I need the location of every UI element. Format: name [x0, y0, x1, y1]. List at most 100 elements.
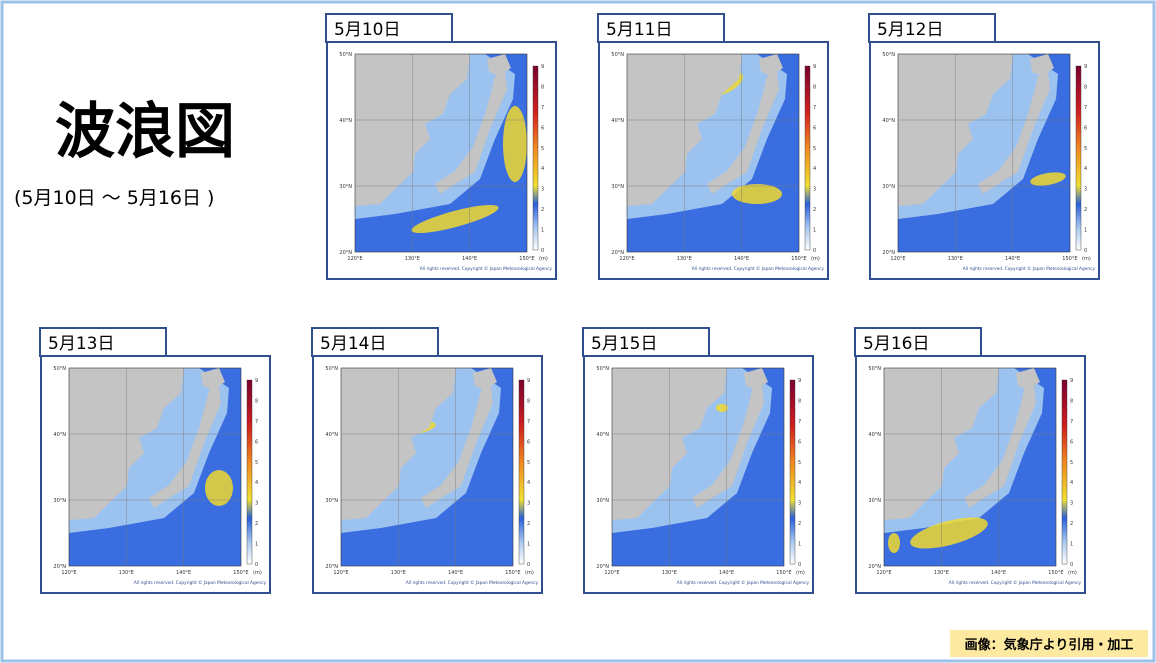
- high-wave-area: [205, 470, 233, 506]
- colorbar-label: 7: [1070, 419, 1073, 425]
- lon-label: 120°E: [619, 256, 634, 262]
- lat-label: 40°N: [53, 432, 66, 438]
- lon-label: 150°E: [791, 256, 806, 262]
- lat-label: 20°N: [868, 564, 881, 570]
- lon-label: 140°E: [991, 570, 1006, 576]
- high-wave-area: [732, 184, 782, 204]
- date-label: 5月13日: [48, 334, 114, 354]
- colorbar-label: 8: [1084, 84, 1087, 90]
- land: [692, 386, 764, 508]
- lon-label: 130°E: [662, 570, 677, 576]
- colorbar-label: 7: [813, 105, 816, 111]
- lon-label: 120°E: [890, 256, 905, 262]
- colorbar: [804, 65, 811, 251]
- unit: (m): [539, 256, 548, 262]
- map-border: [354, 53, 528, 253]
- colorbar-label: 7: [798, 419, 801, 425]
- colorbar-label: 4: [541, 166, 544, 172]
- colorbar-label: 9: [527, 378, 530, 384]
- lat-label: 40°N: [339, 118, 352, 124]
- lat-label: 40°N: [611, 118, 624, 124]
- colorbar-label: 1: [255, 542, 258, 548]
- colorbar-label: 3: [798, 501, 801, 507]
- lat-label: 30°N: [868, 498, 881, 504]
- colorbar-label: 1: [527, 542, 530, 548]
- lat-label: 40°N: [868, 432, 881, 438]
- colorbar-label: 6: [541, 125, 544, 131]
- colorbar-label: 7: [527, 419, 530, 425]
- map-border: [340, 367, 514, 567]
- high-wave-area: [888, 533, 900, 553]
- land: [964, 386, 1036, 508]
- lon-label: 140°E: [176, 570, 191, 576]
- colorbar-label: 2: [1070, 521, 1073, 527]
- colorbar-label: 6: [813, 125, 816, 131]
- copyright: All rights reserved. Copyright © Japan M…: [949, 579, 1082, 586]
- colorbar-label: 9: [813, 64, 816, 70]
- land: [707, 72, 779, 194]
- colorbar-label: 9: [255, 378, 258, 384]
- colorbar: [789, 379, 796, 565]
- copyright: All rights reserved. Copyright © Japan M…: [134, 579, 267, 586]
- lat-label: 20°N: [339, 250, 352, 256]
- colorbar-label: 2: [1084, 207, 1087, 213]
- credit: 画像：気象庁より引用・加工: [965, 637, 1134, 653]
- lat-label: 50°N: [53, 366, 66, 372]
- colorbar-label: 5: [813, 146, 816, 152]
- colorbar-label: 9: [1084, 64, 1087, 70]
- lon-label: 150°E: [519, 256, 534, 262]
- colorbar-label: 1: [798, 542, 801, 548]
- colorbar-label: 0: [813, 248, 816, 254]
- date-tab: [325, 13, 453, 43]
- colorbar: [532, 65, 539, 251]
- colorbar-label: 6: [1084, 125, 1087, 131]
- lon-label: 120°E: [347, 256, 362, 262]
- colorbar-label: 8: [798, 398, 801, 404]
- lon-label: 120°E: [604, 570, 619, 576]
- lat-label: 50°N: [339, 52, 352, 58]
- colorbar-label: 3: [255, 501, 258, 507]
- high-wave-area: [503, 106, 527, 182]
- land: [759, 54, 783, 76]
- colorbar-label: 4: [813, 166, 816, 172]
- high-wave-area: [716, 404, 728, 412]
- land: [473, 368, 497, 390]
- colorbar-label: 0: [255, 562, 258, 568]
- lon-label: 120°E: [61, 570, 76, 576]
- colorbar-label: 2: [527, 521, 530, 527]
- colorbar-label: 1: [541, 228, 544, 234]
- copyright: All rights reserved. Copyright © Japan M…: [406, 579, 539, 586]
- lon-label: 130°E: [405, 256, 420, 262]
- colorbar-label: 2: [813, 207, 816, 213]
- lat-label: 50°N: [611, 52, 624, 58]
- lon-label: 140°E: [719, 570, 734, 576]
- land: [1016, 368, 1040, 390]
- lon-label: 150°E: [1048, 570, 1063, 576]
- colorbar-label: 9: [541, 64, 544, 70]
- colorbar-label: 8: [541, 84, 544, 90]
- date-label: 5月12日: [877, 20, 943, 40]
- colorbar-label: 7: [1084, 105, 1087, 111]
- colorbar-label: 3: [1084, 187, 1087, 193]
- colorbar-label: 5: [1084, 146, 1087, 152]
- lat-label: 30°N: [596, 498, 609, 504]
- unit: (m): [811, 256, 820, 262]
- colorbar-label: 9: [1070, 378, 1073, 384]
- land: [355, 54, 470, 206]
- land: [435, 72, 507, 194]
- colorbar-label: 8: [527, 398, 530, 404]
- land: [201, 368, 225, 390]
- colorbar-label: 6: [527, 439, 530, 445]
- colorbar: [1061, 379, 1068, 565]
- lat-label: 20°N: [611, 250, 624, 256]
- date-tab: [39, 327, 167, 357]
- date-tab: [854, 327, 982, 357]
- lon-label: 130°E: [119, 570, 134, 576]
- map-border: [897, 53, 1071, 253]
- colorbar-label: 5: [1070, 460, 1073, 466]
- colorbar: [518, 379, 525, 565]
- land: [341, 368, 456, 520]
